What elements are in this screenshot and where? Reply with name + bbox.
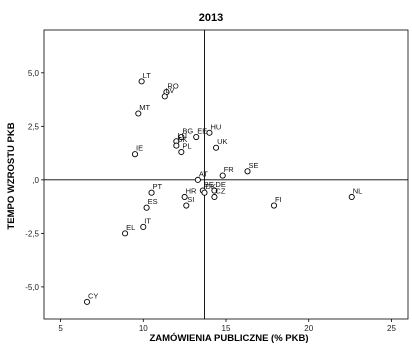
point-label-ee: EE bbox=[197, 127, 207, 136]
point-es bbox=[143, 204, 150, 211]
point-label-si: SI bbox=[187, 195, 194, 204]
point-se bbox=[244, 168, 251, 175]
point-at bbox=[194, 176, 201, 183]
y-axis-ticks: 5,0 2,5 ,0 -2,5 -5,0 bbox=[25, 69, 44, 292]
point-si bbox=[183, 202, 190, 209]
point-label-fi: FI bbox=[275, 195, 282, 204]
plot-frame bbox=[43, 29, 409, 320]
y-tick-label: 2,5 bbox=[28, 122, 40, 131]
y-tick-label: 5,0 bbox=[28, 69, 40, 78]
point-label-be: BE bbox=[204, 180, 214, 189]
x-axis-label: ZAMÓWIENIA PUBLICZNE (% PKB) bbox=[149, 332, 308, 344]
point-label-cz: CZ bbox=[215, 186, 225, 195]
point-cy bbox=[83, 298, 91, 305]
point-label-it: IT bbox=[144, 216, 151, 225]
point-bg bbox=[178, 133, 185, 141]
point-ie bbox=[131, 151, 139, 158]
point-label-lu: LU bbox=[177, 131, 187, 140]
point-ee bbox=[193, 133, 200, 141]
point-hr bbox=[181, 193, 188, 201]
point-label-lv: LV bbox=[166, 86, 175, 95]
y-tick-label: -5,0 bbox=[25, 283, 39, 292]
point-label-hu: HU bbox=[210, 122, 221, 131]
point-label-mt: MT bbox=[139, 103, 150, 112]
point-uk bbox=[213, 144, 220, 151]
point-mt bbox=[135, 110, 142, 117]
point-label-el: EL bbox=[126, 223, 135, 232]
point-it bbox=[140, 223, 147, 230]
x-tick-label: 10 bbox=[139, 324, 148, 333]
point-pt bbox=[148, 189, 155, 196]
point-label-dk: DK bbox=[205, 182, 215, 191]
point-de bbox=[211, 187, 218, 194]
point-label-de: DE bbox=[215, 180, 225, 189]
point-fr bbox=[219, 172, 226, 179]
point-label-cy: CY bbox=[88, 291, 98, 300]
point-label-ro: RO bbox=[167, 82, 178, 91]
point-dk bbox=[201, 189, 208, 196]
point-label-ie: IE bbox=[136, 144, 143, 153]
point-label-nl: NL bbox=[353, 186, 363, 195]
x-axis-ticks: 5 10 15 20 25 bbox=[58, 319, 396, 333]
x-tick-label: 15 bbox=[222, 324, 231, 333]
y-tick-label: ,0 bbox=[32, 176, 39, 185]
point-cz bbox=[211, 193, 218, 201]
point-label-at: AT bbox=[199, 169, 208, 178]
point-label-lt: LT bbox=[143, 71, 152, 80]
point-label-hr: HR bbox=[186, 186, 197, 195]
point-el bbox=[122, 230, 129, 237]
point-label-fr: FR bbox=[224, 165, 235, 174]
point-label-se: SE bbox=[249, 161, 259, 170]
point-label-sk: SK bbox=[177, 135, 187, 144]
point-sk bbox=[173, 142, 180, 149]
y-axis-label: TEMPO WZROSTU PKB bbox=[6, 122, 17, 229]
point-label-pl: PL bbox=[182, 142, 191, 151]
point-label-es: ES bbox=[148, 197, 158, 206]
point-lt bbox=[138, 78, 145, 85]
x-tick-label: 20 bbox=[304, 324, 313, 333]
point-label-uk: UK bbox=[217, 137, 227, 146]
point-nl bbox=[348, 193, 355, 201]
point-lv bbox=[161, 93, 168, 100]
x-tick-label: 5 bbox=[58, 324, 63, 333]
y-tick-label: -2,5 bbox=[25, 229, 39, 238]
point-hu bbox=[206, 129, 213, 136]
point-pl bbox=[178, 148, 185, 156]
chart-title: 2013 bbox=[199, 12, 223, 24]
x-tick-label: 25 bbox=[387, 324, 396, 333]
point-label-bg: BG bbox=[182, 127, 193, 136]
point-fi bbox=[270, 202, 278, 209]
point-label-pt: PT bbox=[153, 182, 163, 191]
